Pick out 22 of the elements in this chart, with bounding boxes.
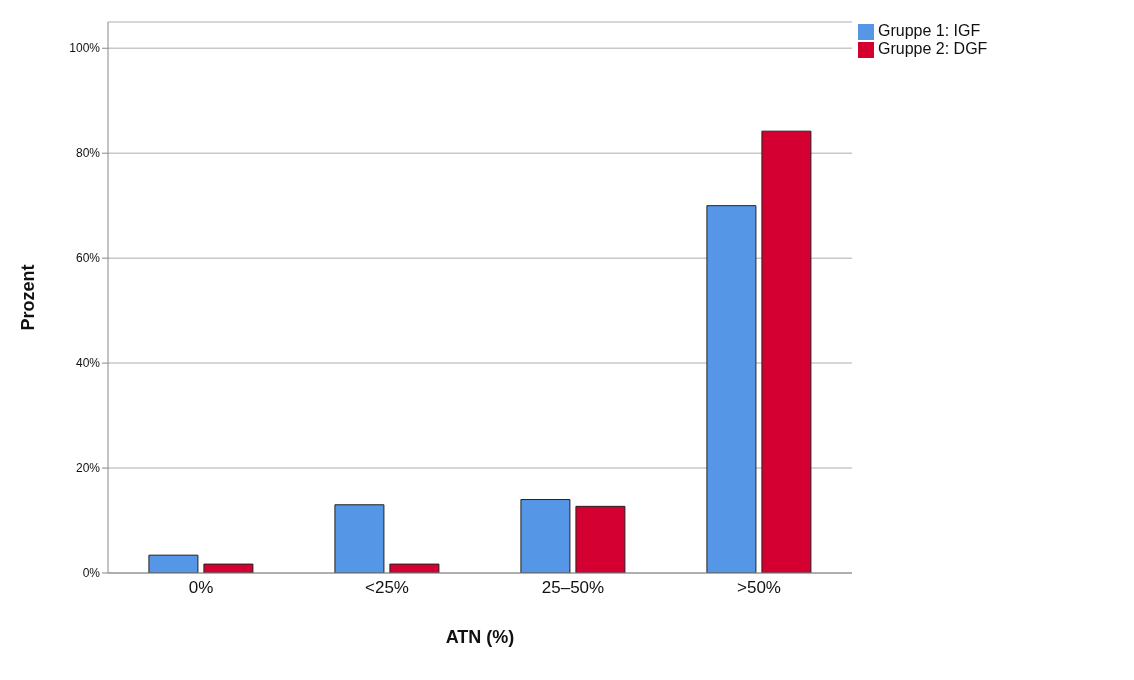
y-tick-label: 60%	[75, 251, 101, 266]
y-axis-title: Prozent	[18, 264, 39, 331]
bar	[203, 563, 254, 573]
bar	[575, 505, 626, 573]
y-tick-label: 0%	[82, 566, 101, 581]
y-tick-label: 20%	[75, 461, 101, 476]
x-tick-label: >50%	[737, 578, 781, 598]
bar	[148, 554, 199, 573]
x-tick-label: <25%	[365, 578, 409, 598]
x-tick-label: 25–50%	[541, 578, 605, 598]
x-axis-title: ATN (%)	[445, 627, 515, 647]
bar	[389, 563, 440, 573]
x-tick-label: 0%	[188, 578, 214, 598]
legend-label: Gruppe 2: DGF	[878, 40, 988, 57]
y-tick-label: 80%	[75, 146, 101, 161]
bar	[520, 499, 571, 573]
bar	[334, 504, 385, 573]
legend-label: Gruppe 1: IGF	[878, 22, 981, 39]
y-tick-label: 100%	[69, 41, 101, 56]
bar	[706, 205, 757, 573]
y-tick-label: 40%	[75, 356, 101, 371]
bar	[761, 130, 812, 573]
